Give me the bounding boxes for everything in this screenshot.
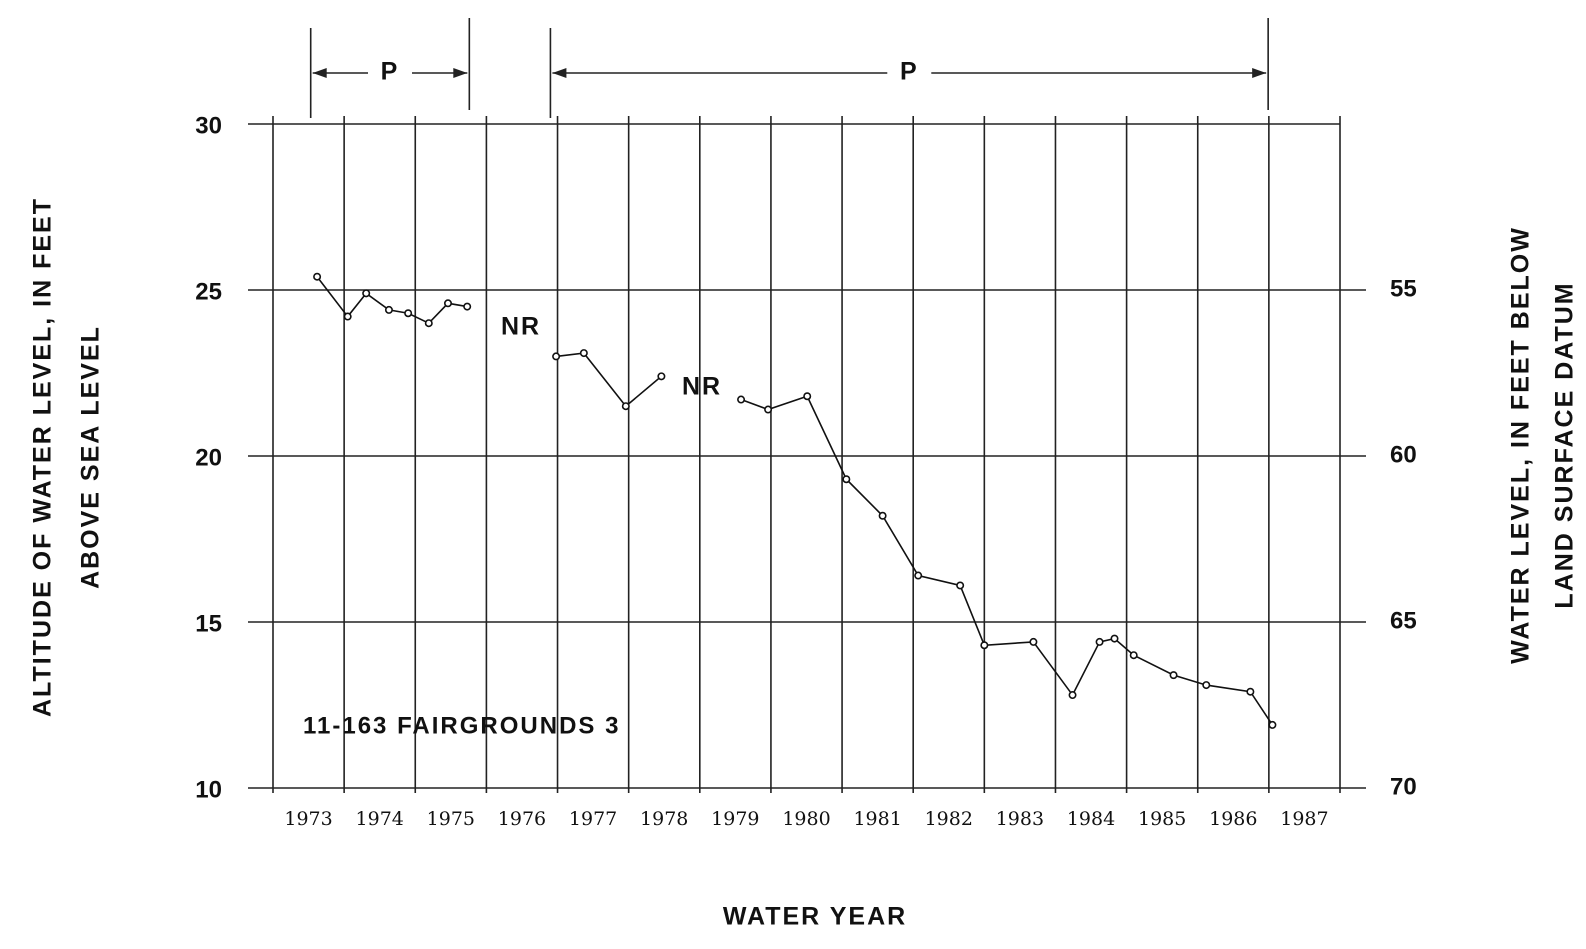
data-point: [404, 309, 413, 318]
data-point: [621, 402, 630, 411]
data-point: [362, 289, 371, 298]
y-axis-label: ABOVE SEA LEVEL: [77, 325, 105, 589]
x-tick-label: 1975: [427, 808, 475, 830]
x-tick-label: 1976: [498, 808, 546, 830]
data-point: [842, 475, 851, 484]
x-tick-label: 1985: [1138, 808, 1186, 830]
data-point: [1068, 691, 1077, 700]
y2-axis-label: LAND SURFACE DATUM: [1551, 281, 1579, 608]
arrow-head: [453, 68, 468, 78]
x-tick-label: 1977: [569, 808, 617, 830]
data-point: [980, 641, 989, 650]
y-tick-label: 25: [195, 278, 222, 305]
data-point: [443, 299, 452, 308]
y2-tick-label: 55: [1390, 275, 1417, 302]
data-point: [1110, 634, 1119, 643]
arrow-head: [552, 68, 567, 78]
y-axis-label: ALTITUDE OF WATER LEVEL, IN FEET: [29, 197, 57, 717]
annotation: NR: [501, 313, 541, 341]
x-tick-label: 1980: [782, 808, 830, 830]
data-point: [878, 511, 887, 520]
x-tick-label: 1982: [925, 808, 973, 830]
y-tick-label: 10: [195, 776, 222, 803]
x-axis-label: WATER YEAR: [723, 903, 907, 931]
x-tick-label: 1981: [853, 808, 901, 830]
data-point: [424, 319, 433, 328]
arrow-head: [1252, 68, 1267, 78]
data-point: [914, 571, 923, 580]
x-tick-label: 1979: [711, 808, 759, 830]
y2-tick-label: 70: [1390, 773, 1417, 800]
data-point: [313, 272, 322, 281]
annotation: NR: [682, 373, 722, 401]
data-point: [803, 392, 812, 401]
data-point: [956, 581, 965, 590]
x-tick-label: 1984: [1067, 808, 1115, 830]
data-point: [1246, 687, 1255, 696]
data-point: [343, 312, 352, 321]
y-tick-label: 20: [195, 444, 222, 471]
x-tick-label: 1983: [996, 808, 1044, 830]
data-point: [1095, 637, 1104, 646]
y2-axis-label: WATER LEVEL, IN FEET BELOW: [1507, 226, 1535, 664]
annotation: P: [381, 58, 400, 86]
data-point: [737, 395, 746, 404]
data-point: [657, 372, 666, 381]
annotation: 11-163 FAIRGROUNDS 3: [303, 712, 620, 739]
x-tick-label: 1973: [284, 808, 332, 830]
y-tick-label: 15: [195, 610, 222, 637]
data-point: [552, 352, 561, 361]
data-point: [384, 305, 393, 314]
data-point: [1268, 720, 1277, 729]
data-point: [463, 302, 472, 311]
x-tick-label: 1986: [1209, 808, 1257, 830]
data-point: [1129, 651, 1138, 660]
data-point: [1029, 637, 1038, 646]
x-tick-label: 1978: [640, 808, 688, 830]
data-line: [316, 276, 1274, 726]
data-point: [1202, 681, 1211, 690]
x-tick-label: 1974: [356, 808, 404, 830]
y2-tick-label: 65: [1390, 607, 1417, 634]
x-tick-label: 1987: [1280, 808, 1328, 830]
data-point: [1169, 671, 1178, 680]
y-tick-label: 30: [195, 112, 222, 139]
annotation: P: [900, 58, 919, 86]
data-point: [764, 405, 773, 414]
arrow-head: [312, 68, 327, 78]
data-point: [579, 349, 588, 358]
y2-tick-label: 60: [1390, 441, 1417, 468]
